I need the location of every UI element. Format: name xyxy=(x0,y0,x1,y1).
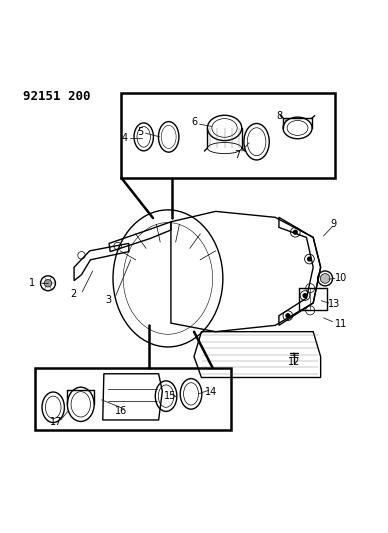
Text: 17: 17 xyxy=(50,417,62,427)
Circle shape xyxy=(286,314,290,318)
Text: 13: 13 xyxy=(327,300,340,310)
Text: 2: 2 xyxy=(70,289,76,300)
Circle shape xyxy=(44,279,52,287)
Text: 3: 3 xyxy=(105,295,111,305)
Circle shape xyxy=(293,230,297,234)
Text: 12: 12 xyxy=(288,357,301,367)
Text: 92151 200: 92151 200 xyxy=(23,90,90,102)
Text: 1: 1 xyxy=(29,278,35,288)
Text: 6: 6 xyxy=(191,117,197,127)
Text: 7: 7 xyxy=(234,150,240,160)
Text: 10: 10 xyxy=(335,273,347,284)
Text: 16: 16 xyxy=(115,406,128,416)
Circle shape xyxy=(303,294,307,297)
Circle shape xyxy=(308,257,311,261)
Text: 9: 9 xyxy=(331,219,337,229)
Text: 8: 8 xyxy=(277,111,283,122)
Text: 4: 4 xyxy=(122,133,128,143)
Circle shape xyxy=(320,273,330,283)
Text: 5: 5 xyxy=(137,127,143,136)
Text: 14: 14 xyxy=(204,387,217,398)
Text: 15: 15 xyxy=(164,391,176,401)
Text: 11: 11 xyxy=(335,319,347,329)
